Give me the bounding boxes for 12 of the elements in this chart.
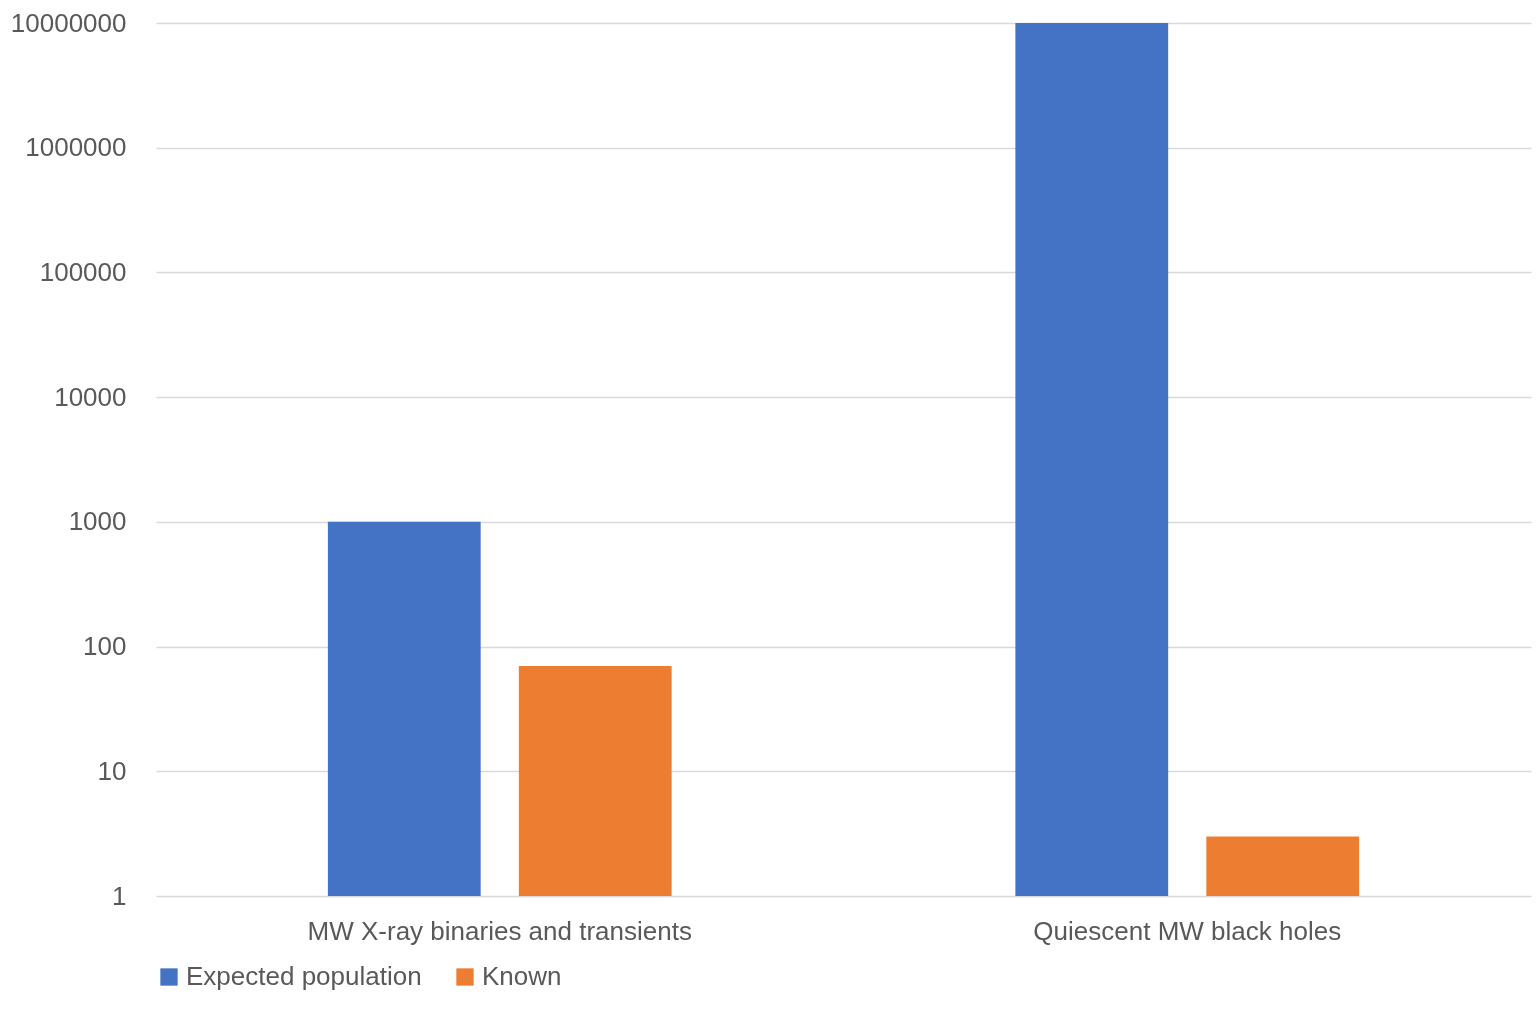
- y-tick-label: 1000000: [25, 132, 127, 163]
- y-tick-label: 10000000: [10, 7, 127, 38]
- y-tick-label: 1: [112, 880, 127, 911]
- y-tick-label: 10: [97, 755, 127, 786]
- x-tick-label: MW X-ray binaries and transients: [307, 915, 692, 946]
- y-tick-label: 100: [83, 631, 127, 662]
- y-tick-label: 10000: [54, 381, 127, 412]
- y-tick-label: 100000: [39, 256, 127, 287]
- legend-label: Known: [482, 961, 562, 991]
- y-tick-label: 1000: [68, 506, 127, 537]
- legend-label: Expected population: [186, 961, 422, 991]
- x-tick-label: Quiescent MW black holes: [1033, 915, 1342, 946]
